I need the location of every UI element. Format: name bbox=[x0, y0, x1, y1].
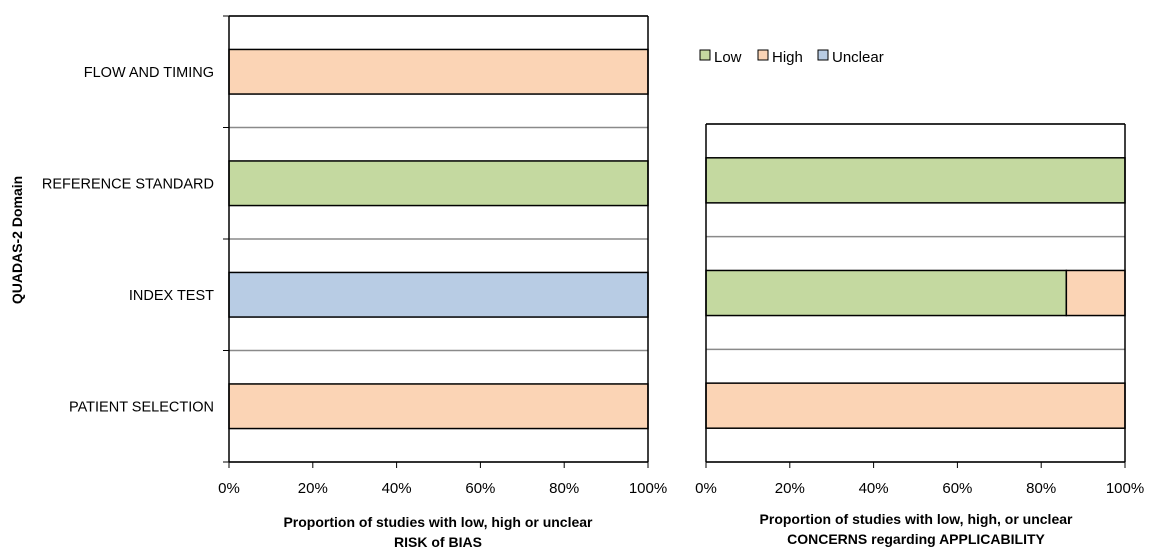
right-bar-low bbox=[705, 157, 1126, 204]
right-bar-low bbox=[705, 269, 1068, 317]
left-x-tick-label: 0% bbox=[218, 480, 240, 497]
left-x-axis-label-line2: RISK of BIAS bbox=[394, 534, 482, 549]
left-bar-high bbox=[228, 48, 649, 95]
legend-label-high: High bbox=[772, 49, 803, 66]
left-x-tick-label: 40% bbox=[382, 480, 412, 497]
right-x-tick-label: 40% bbox=[859, 480, 889, 497]
category-label: INDEX TEST bbox=[129, 288, 214, 304]
y-axis-label: QUADAS-2 Domain bbox=[9, 176, 25, 304]
left-x-tick-label: 80% bbox=[549, 480, 579, 497]
right-x-axis-label-line2: CONCERNS regarding APPLICABILITY bbox=[787, 531, 1045, 547]
right-bar-high bbox=[705, 382, 1126, 429]
right-bar-high bbox=[1065, 269, 1126, 317]
right-x-tick-label: 80% bbox=[1026, 480, 1056, 497]
legend-label-unclear: Unclear bbox=[832, 49, 884, 66]
applicability-chart: 0% 20% 40% 60% 80% 100% bbox=[695, 123, 1144, 497]
right-x-axis-label-line1: Proportion of studies with low, high, or… bbox=[760, 511, 1073, 527]
category-label: PATIENT SELECTION bbox=[69, 399, 214, 415]
legend-swatch-unclear bbox=[817, 49, 829, 61]
right-x-tick-label: 60% bbox=[942, 480, 972, 497]
category-label: REFERENCE STANDARD bbox=[42, 176, 214, 192]
left-bar-high bbox=[228, 383, 649, 430]
left-bar-low bbox=[228, 160, 649, 207]
left-x-tick-label: 100% bbox=[629, 480, 667, 497]
risk-of-bias-chart: FLOW AND TIMING REFERENCE STANDARD INDEX T… bbox=[42, 15, 667, 497]
left-x-axis-label-line1: Proportion of studies with low, high or … bbox=[283, 514, 593, 530]
right-x-tick-label: 0% bbox=[695, 480, 717, 497]
category-label: FLOW AND TIMING bbox=[84, 65, 214, 81]
right-x-tick-label: 100% bbox=[1106, 480, 1144, 497]
legend: Low High Unclear bbox=[699, 49, 884, 66]
left-x-tick-label: 60% bbox=[465, 480, 495, 497]
legend-label-low: Low bbox=[714, 49, 742, 66]
legend-swatch-low bbox=[699, 49, 711, 61]
left-x-tick-label: 20% bbox=[298, 480, 328, 497]
right-x-tick-label: 20% bbox=[775, 480, 805, 497]
legend-swatch-high bbox=[757, 49, 769, 61]
left-bar-unclear bbox=[228, 271, 649, 318]
